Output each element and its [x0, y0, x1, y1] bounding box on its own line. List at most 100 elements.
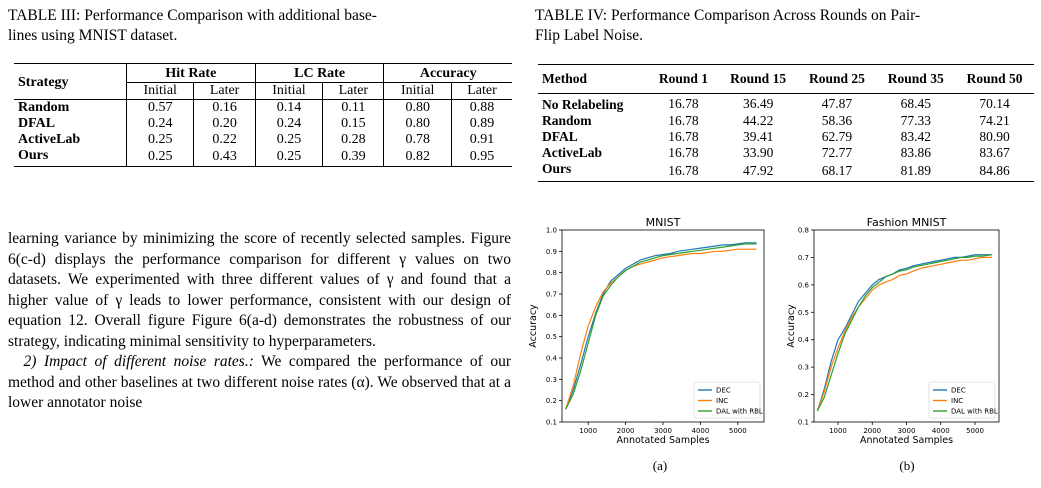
table-cell: 0.78	[383, 132, 452, 148]
table-cell: 62.79	[821, 129, 853, 144]
table3-sub: Initial	[383, 82, 452, 100]
x-tick-label: 1000	[579, 427, 597, 435]
row-label: ActiveLab	[14, 132, 127, 148]
table-cell: 0.14	[255, 99, 324, 116]
table-cell: 0.25	[126, 148, 195, 167]
table-cell: 0.15	[322, 116, 385, 132]
legend-box	[693, 381, 761, 419]
table4-header: Round 1	[658, 71, 709, 86]
paragraph: learning variance by minimizing the scor…	[8, 230, 511, 350]
table-cell: 36.49	[742, 95, 774, 111]
table-cell: 80.90	[979, 129, 1010, 144]
table3-sub: Initial	[255, 82, 324, 100]
table-cell: 68.17	[821, 163, 853, 178]
table-cell: 0.24	[126, 116, 195, 132]
chart-mnist: MNIST 0.1 0.2 0.3 0.4 0.5 0.6 0.7 0.8 0.9 1.0 1000 2…	[528, 216, 765, 446]
x-tick-label: 5000	[729, 427, 747, 435]
series-line	[816, 254, 993, 412]
legend-label: INC	[951, 397, 963, 405]
table3-header-hit: Hit Rate	[126, 63, 256, 83]
table-cell: 0.82	[383, 148, 452, 167]
table-cell: 74.21	[979, 113, 1010, 128]
table-row: No Relabeling 16.78 36.49 47.87 68.45 70…	[538, 94, 1034, 114]
table-cell: 77.33	[900, 113, 931, 128]
table4-header: Round 25	[808, 71, 865, 86]
table-cell: 0.24	[255, 116, 324, 132]
series-line	[816, 256, 993, 412]
y-tick-label: 0.7	[546, 291, 557, 299]
y-tick-label: 0.3	[798, 364, 809, 372]
table-cell: 0.57	[126, 99, 195, 116]
y-axis-label: Accuracy	[528, 304, 539, 348]
table-cell: 58.36	[821, 113, 853, 128]
y-axis-label: Accuracy	[786, 304, 797, 348]
body-text: learning variance by minimizing the scor…	[8, 229, 511, 414]
x-tick-label: 1000	[829, 427, 847, 435]
legend-label: DEC	[716, 387, 731, 395]
table4-caption-line2: Flip Label Noise.	[535, 27, 644, 44]
table3-sub: Later	[193, 82, 256, 100]
table-cell: 47.87	[821, 95, 853, 111]
y-tick-label: 0.3	[546, 376, 557, 384]
legend-label: DAL with RBL	[951, 408, 998, 416]
y-tick-label: 0.2	[798, 391, 809, 399]
chart-title: MNIST	[646, 216, 681, 229]
table-cell: 0.11	[322, 99, 385, 116]
table-cell: 72.77	[821, 145, 853, 160]
legend-label: DAL with RBL	[716, 408, 763, 416]
row-label: No Relabeling	[542, 97, 624, 112]
table-row: Random 0.57 0.16 0.14 0.11 0.80 0.88	[14, 99, 512, 116]
table-cell: 0.25	[255, 148, 324, 167]
x-tick-label: 3000	[654, 427, 672, 435]
table4-header: Method	[542, 71, 587, 86]
x-tick-label: 2000	[863, 427, 881, 435]
table4-header: Round 50	[966, 71, 1023, 86]
x-tick-label: 3000	[898, 427, 916, 435]
table-row: DFAL 0.24 0.20 0.24 0.15 0.80 0.89	[14, 116, 512, 132]
table-cell: 0.88	[469, 100, 495, 115]
y-tick-label: 0.6	[546, 312, 558, 320]
table-cell: 39.41	[742, 129, 774, 144]
subfigure-label-b: (b)	[899, 458, 915, 473]
y-tick-label: 0.1	[798, 419, 809, 427]
series-line	[565, 243, 757, 410]
table-row: Random 16.78 44.22 58.36 77.33 74.21	[538, 113, 1034, 129]
table4: Method Round 1 Round 15 Round 25 Round 3…	[538, 64, 1034, 182]
y-tick-label: 0.5	[546, 333, 557, 341]
y-tick-label: 1.0	[546, 227, 557, 235]
table-cell: 16.78	[668, 95, 699, 111]
table-cell: 16.78	[668, 129, 699, 144]
y-tick-label: 0.8	[798, 227, 809, 235]
y-tick-label: 0.5	[798, 309, 809, 317]
table-cell: 0.20	[193, 116, 256, 132]
row-label: DFAL	[14, 116, 127, 132]
table-row: DFAL 16.78 39.41 62.79 83.42 80.90	[538, 129, 1034, 145]
table-row: Ours 16.78 47.92 68.17 81.89 84.86	[538, 161, 1034, 182]
table-cell: 16.78	[668, 113, 699, 128]
subfigure-label-a: (a)	[652, 458, 668, 473]
table-cell: 0.89	[469, 116, 495, 131]
table-cell: 0.80	[383, 99, 452, 116]
table-cell: 47.92	[742, 163, 774, 178]
table3-header-lc: LC Rate	[255, 63, 385, 83]
y-tick-label: 0.1	[546, 419, 557, 427]
table-cell: 33.90	[742, 145, 774, 160]
row-label: Ours	[14, 148, 127, 167]
section-heading: 2) Impact of different noise rates.:	[23, 353, 254, 370]
table4-header: Round 15	[730, 71, 787, 86]
table-cell: 16.78	[668, 145, 699, 160]
table-cell: 0.16	[193, 99, 256, 116]
table-cell: 83.86	[900, 145, 931, 160]
table3-caption-line1: TABLE III: Performance Comparison with a…	[8, 7, 377, 24]
table-cell: 83.42	[900, 129, 931, 144]
table-cell: 16.78	[668, 163, 699, 178]
row-label: DFAL	[542, 129, 578, 144]
row-label: Random	[542, 113, 592, 128]
table3-caption: TABLE III: Performance Comparison with a…	[8, 6, 513, 46]
chart-fashion-mnist: Fashion MNIST 0.1 0.2 0.3 0.4 0.5 0.6 0.7 0.8 100…	[786, 216, 1000, 446]
x-tick-label: 2000	[617, 427, 635, 435]
table-cell: 68.45	[900, 95, 931, 111]
y-tick-label: 0.4	[798, 336, 810, 344]
table-cell: 81.89	[900, 163, 931, 178]
table-cell: 0.28	[322, 132, 385, 148]
